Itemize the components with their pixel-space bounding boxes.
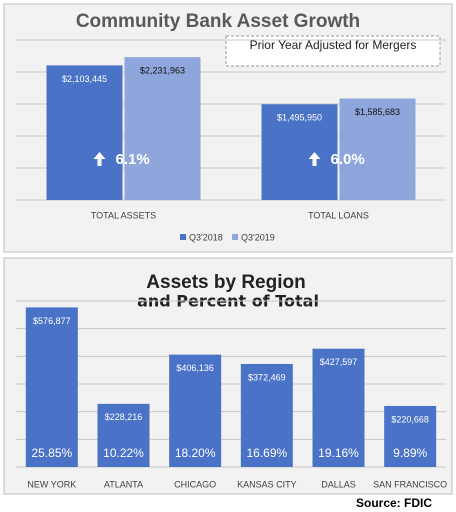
- legend-swatch: [180, 234, 186, 240]
- data-label: $2,103,445: [62, 74, 107, 84]
- bar: [46, 65, 123, 200]
- x-tick-label: CHICAGO: [174, 479, 216, 489]
- data-label: $1,495,950: [277, 113, 322, 123]
- x-tick-label: TOTAL ASSETS: [91, 210, 156, 220]
- data-label: $220,668: [391, 414, 429, 424]
- bar: [240, 363, 293, 467]
- legend-label: Q3'2018: [189, 232, 223, 242]
- share-label: 9.89%: [393, 446, 427, 460]
- source: Source: FDIC: [356, 496, 432, 510]
- data-label: $228,216: [105, 412, 143, 422]
- annotation-box: [225, 35, 441, 67]
- x-tick-label: SAN FRANCISCO: [373, 479, 447, 489]
- arrow-icon: [308, 152, 321, 166]
- data-label: $2,231,963: [140, 66, 185, 76]
- bar: [169, 354, 222, 467]
- bar: [124, 57, 201, 200]
- data-label: $372,469: [248, 372, 286, 382]
- bar: [384, 405, 437, 467]
- share-label: 10.22%: [103, 446, 144, 460]
- x-tick-label: ATLANTA: [104, 479, 143, 489]
- growth-label: 6.1%: [116, 151, 150, 168]
- share-label: 16.69%: [246, 446, 287, 460]
- data-label: $1,585,683: [355, 107, 400, 117]
- annotation: Prior Year Adjusted for Mergers: [250, 38, 417, 52]
- share-label: 25.85%: [31, 446, 72, 460]
- bar: [25, 307, 78, 467]
- bar: [339, 98, 416, 200]
- x-tick-label: KANSAS CITY: [237, 479, 297, 489]
- x-tick-label: NEW YORK: [27, 479, 76, 489]
- data-label: $406,136: [176, 363, 214, 373]
- share-label: 19.16%: [318, 446, 359, 460]
- legend-label: Q3'2019: [241, 232, 275, 242]
- data-label: $576,877: [33, 316, 71, 326]
- panel: [3, 257, 453, 495]
- arrow-icon: [93, 152, 106, 166]
- growth-label: 6.0%: [331, 151, 365, 168]
- share-label: 18.20%: [175, 446, 216, 460]
- chart-title: Community Bank Asset Growth: [76, 11, 360, 32]
- bar: [261, 104, 338, 200]
- data-label: $427,597: [320, 357, 358, 367]
- legend-swatch: [232, 234, 238, 240]
- x-tick-label: TOTAL LOANS: [308, 210, 369, 220]
- chart-title: Assets by Region: [146, 272, 305, 293]
- bar: [312, 348, 365, 467]
- x-tick-label: DALLAS: [321, 479, 356, 489]
- bar: [97, 403, 150, 467]
